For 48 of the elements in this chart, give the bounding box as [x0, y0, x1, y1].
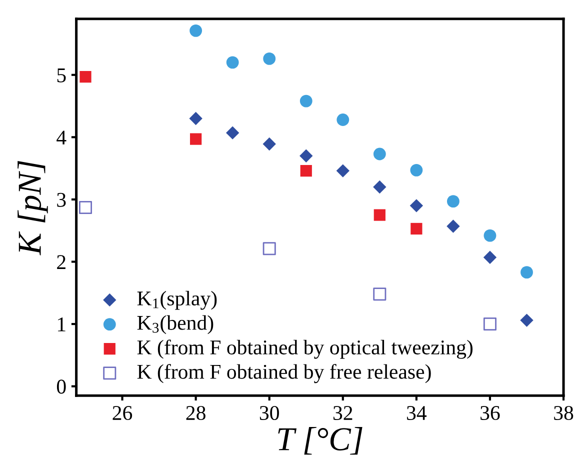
point [189, 112, 202, 126]
point [336, 114, 350, 126]
y-tick-label: 0 [56, 380, 66, 394]
point [300, 149, 313, 162]
point [483, 250, 497, 264]
point [410, 222, 422, 235]
legend-label: K$_{3}$(bend) [137, 315, 214, 334]
point [336, 164, 350, 178]
point [373, 288, 386, 301]
x-tick-label: 34 [407, 406, 427, 420]
point [262, 242, 276, 256]
point [410, 164, 423, 176]
x-tick-label: 38 [554, 406, 574, 420]
point [300, 164, 312, 177]
point [446, 220, 460, 233]
point [226, 126, 240, 140]
point [190, 133, 202, 145]
point [262, 137, 276, 151]
point [446, 195, 460, 208]
point [373, 180, 386, 194]
point [483, 318, 496, 331]
point [226, 56, 239, 69]
y-axis-title: K [pN] [18, 161, 48, 256]
x-axis-title: T [°C] [278, 427, 362, 455]
legend-label: K (from F obtained by optical tweezing) [137, 340, 473, 359]
point [300, 94, 312, 108]
y-tick-label: 2 [57, 255, 66, 269]
point [520, 314, 534, 327]
x-tick-label: 36 [480, 406, 500, 420]
x-tick-label: 26 [112, 406, 132, 420]
point [80, 70, 92, 83]
y-tick-label: 1 [58, 317, 66, 332]
legend-label: K$_{1}$(splay) [137, 290, 217, 310]
point [373, 148, 386, 160]
x-tick-label: 32 [333, 406, 352, 420]
y-tick-label: 3 [57, 192, 66, 207]
x-tick-label: 28 [186, 406, 206, 420]
y-tick-label: 4 [56, 130, 66, 144]
point [484, 229, 496, 242]
point [263, 52, 276, 65]
point [79, 201, 92, 214]
y-tick-label: 5 [57, 68, 66, 82]
point [190, 24, 202, 37]
point [520, 266, 533, 279]
point [374, 209, 386, 221]
legend-label: K (from F obtained by free release) [137, 364, 431, 384]
point [410, 199, 424, 212]
x-tick-label: 30 [260, 406, 279, 420]
